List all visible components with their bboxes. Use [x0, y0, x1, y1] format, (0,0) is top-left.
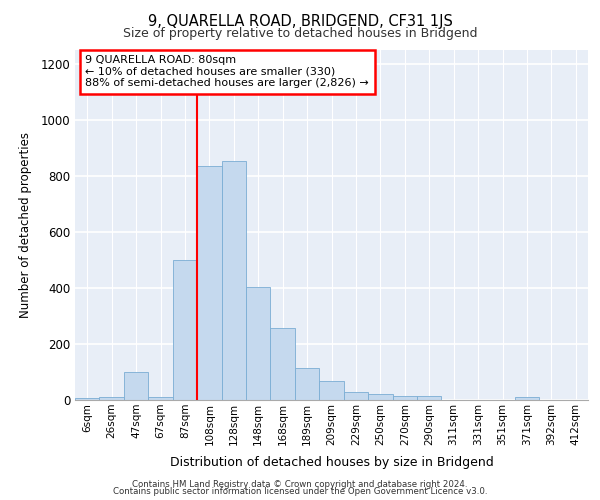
- Bar: [417, 396, 442, 400]
- Text: Contains HM Land Registry data © Crown copyright and database right 2024.: Contains HM Land Registry data © Crown c…: [132, 480, 468, 489]
- Bar: [173, 260, 197, 400]
- Bar: [295, 368, 319, 400]
- Bar: [246, 287, 271, 400]
- Bar: [197, 166, 221, 400]
- Text: 9, QUARELLA ROAD, BRIDGEND, CF31 1JS: 9, QUARELLA ROAD, BRIDGEND, CF31 1JS: [148, 14, 452, 29]
- Bar: [368, 394, 392, 400]
- Y-axis label: Number of detached properties: Number of detached properties: [19, 132, 32, 318]
- Bar: [75, 398, 100, 400]
- Text: Contains public sector information licensed under the Open Government Licence v3: Contains public sector information licen…: [113, 488, 487, 496]
- Bar: [319, 381, 344, 400]
- Bar: [100, 397, 124, 400]
- Bar: [271, 328, 295, 400]
- Bar: [124, 372, 148, 400]
- Text: 9 QUARELLA ROAD: 80sqm
← 10% of detached houses are smaller (330)
88% of semi-de: 9 QUARELLA ROAD: 80sqm ← 10% of detached…: [85, 56, 369, 88]
- Bar: [344, 392, 368, 400]
- Bar: [515, 397, 539, 400]
- Bar: [221, 160, 246, 400]
- Text: Size of property relative to detached houses in Bridgend: Size of property relative to detached ho…: [123, 28, 477, 40]
- Bar: [392, 396, 417, 400]
- Bar: [148, 397, 173, 400]
- X-axis label: Distribution of detached houses by size in Bridgend: Distribution of detached houses by size …: [170, 456, 493, 469]
